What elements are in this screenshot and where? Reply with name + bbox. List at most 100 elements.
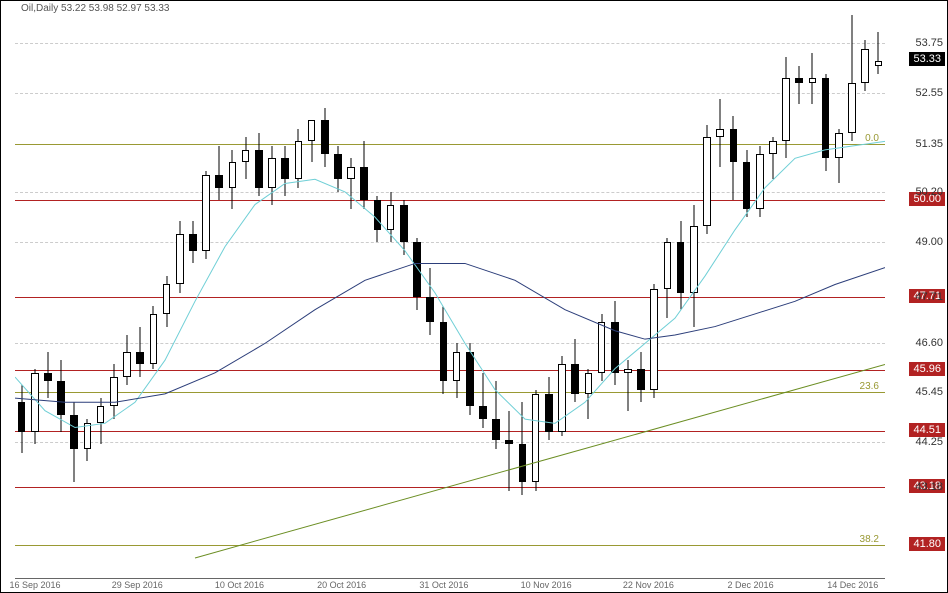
candle — [743, 150, 751, 217]
candle — [730, 116, 738, 200]
candle — [150, 306, 158, 369]
gridline-h — [15, 43, 885, 44]
candle — [690, 205, 698, 327]
y-tick-label: 46.60 — [915, 337, 943, 349]
x-tick-label: 2 Dec 2016 — [728, 580, 774, 590]
candle — [189, 221, 197, 263]
gridline-h — [15, 242, 885, 243]
candle — [374, 196, 382, 242]
trendline — [195, 364, 885, 558]
candle — [848, 15, 856, 141]
x-tick-label: 31 Oct 2016 — [419, 580, 468, 590]
candle — [255, 133, 263, 196]
candle — [835, 129, 843, 184]
gridline-h — [15, 192, 885, 193]
candle — [440, 306, 448, 394]
x-tick-label: 16 Sep 2016 — [9, 580, 60, 590]
candle — [202, 171, 210, 259]
candle — [585, 369, 593, 419]
candle — [84, 419, 92, 461]
candle — [611, 301, 619, 385]
candle — [295, 129, 303, 188]
candle — [532, 390, 540, 491]
candle — [426, 268, 434, 335]
candle — [769, 137, 777, 179]
candle — [387, 192, 395, 242]
x-tick-label: 29 Sep 2016 — [112, 580, 163, 590]
fibonacci-label: 0.0 — [865, 133, 879, 144]
candle — [466, 343, 474, 415]
support-resistance-line — [15, 297, 885, 298]
candle — [308, 120, 316, 162]
fibonacci-line — [15, 144, 885, 145]
candle — [492, 381, 500, 448]
ma-slow — [15, 263, 885, 402]
support-resistance-line — [15, 370, 885, 371]
candle — [281, 146, 289, 196]
y-axis: 43.1844.2545.4546.6047.7149.0050.2051.35… — [887, 11, 947, 579]
candle — [875, 32, 883, 74]
support-resistance-line — [15, 431, 885, 432]
y-tick-label: 44.25 — [915, 436, 943, 448]
candle — [795, 66, 803, 104]
candle — [716, 99, 724, 166]
candle — [229, 150, 237, 209]
support-resistance-line — [15, 200, 885, 201]
candle — [571, 339, 579, 402]
candle — [756, 146, 764, 218]
fibonacci-line — [15, 545, 885, 546]
candle — [664, 238, 672, 318]
gridline-h — [15, 442, 885, 443]
candle — [598, 314, 606, 381]
candle — [650, 284, 658, 398]
candle — [360, 141, 368, 208]
fibonacci-line — [15, 392, 885, 393]
candle — [519, 402, 527, 495]
candle — [123, 335, 131, 385]
candle — [703, 125, 711, 234]
candle — [637, 352, 645, 402]
candle — [809, 53, 817, 103]
x-tick-label: 14 Dec 2016 — [827, 580, 878, 590]
candle — [400, 200, 408, 255]
x-axis: 16 Sep 201629 Sep 201610 Oct 201620 Oct … — [15, 578, 885, 592]
candle — [558, 356, 566, 436]
candle — [677, 221, 685, 309]
candle — [242, 137, 250, 179]
candle — [97, 398, 105, 444]
candle — [861, 40, 869, 90]
y-tick-label: 45.45 — [915, 386, 943, 398]
candle — [176, 221, 184, 293]
fibonacci-label: 38.2 — [860, 534, 879, 545]
chart-plot-area[interactable]: 50.0047.7145.9644.5143.1841.800.023.638.… — [15, 11, 885, 579]
candle — [268, 146, 276, 205]
y-tick-label: 53.75 — [915, 37, 943, 49]
candle — [545, 377, 553, 440]
x-tick-label: 20 Oct 2016 — [317, 580, 366, 590]
candle — [215, 146, 223, 201]
candle — [334, 146, 342, 192]
fibonacci-label: 23.6 — [860, 381, 879, 392]
x-tick-label: 10 Oct 2016 — [215, 580, 264, 590]
support-resistance-line — [15, 487, 885, 488]
candlestick-chart[interactable]: Oil,Daily 53.22 53.98 52.97 53.33 50.004… — [0, 0, 948, 593]
candle — [321, 108, 329, 167]
gridline-h — [15, 343, 885, 344]
candle — [57, 360, 65, 432]
candle — [505, 411, 513, 491]
candle — [479, 373, 487, 428]
candle — [453, 343, 461, 398]
y-tick-label: 50.20 — [915, 186, 943, 198]
candle — [347, 158, 355, 208]
candle — [136, 327, 144, 377]
x-tick-label: 22 Nov 2016 — [623, 580, 674, 590]
candle — [163, 276, 171, 326]
candle — [18, 385, 26, 452]
x-tick-label: 10 Nov 2016 — [521, 580, 572, 590]
ma-fast — [15, 141, 885, 427]
y-tick-label: 51.35 — [915, 138, 943, 150]
y-tick-label: 49.00 — [915, 236, 943, 248]
candle — [44, 352, 52, 398]
candle — [822, 74, 830, 171]
candle — [413, 238, 421, 310]
